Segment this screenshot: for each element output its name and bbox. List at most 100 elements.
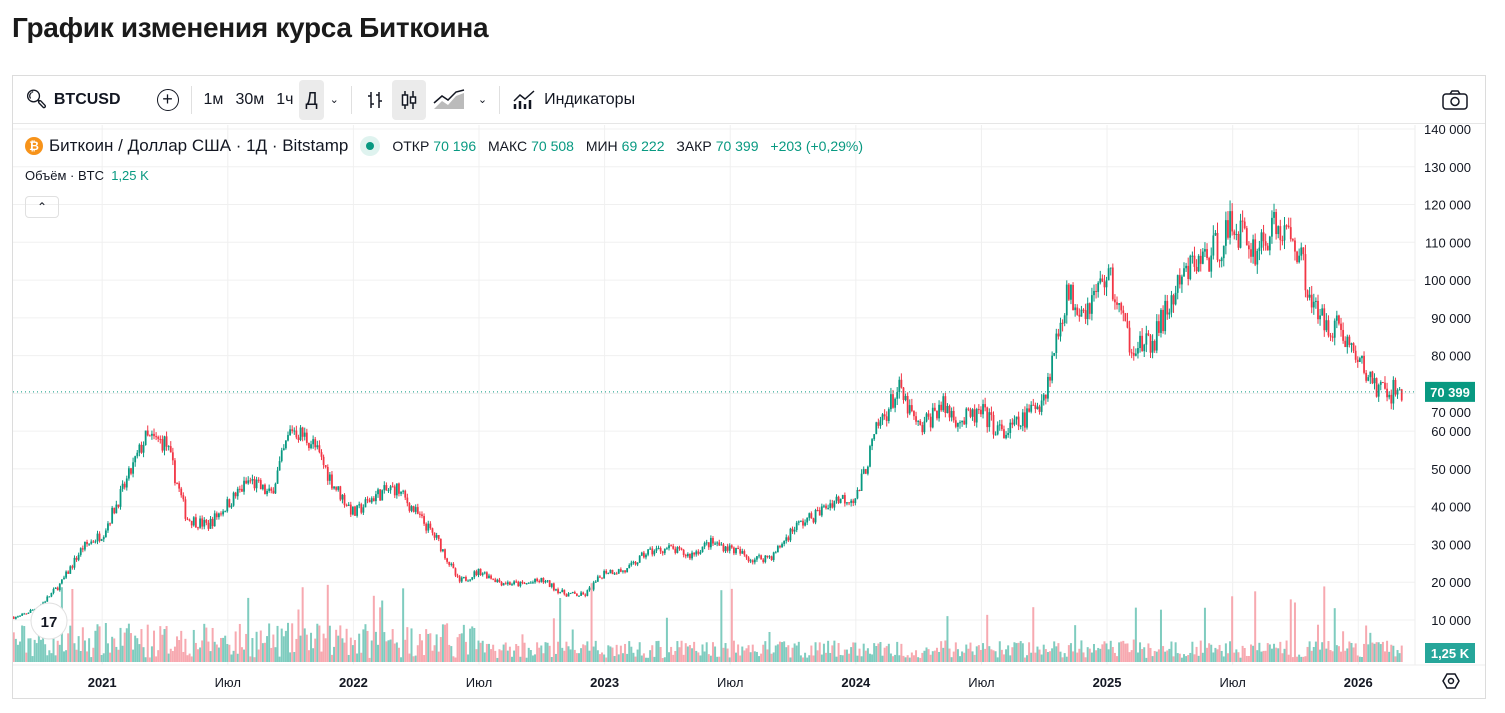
volume-bar <box>686 646 689 662</box>
volume-bar <box>1264 650 1267 662</box>
interval-1d[interactable]: Д <box>299 79 324 120</box>
candle <box>465 576 467 581</box>
candle <box>1078 314 1081 317</box>
candle <box>1350 343 1353 345</box>
volume-bar <box>69 625 72 662</box>
settings-icon[interactable] <box>1442 673 1460 689</box>
candle <box>952 410 955 421</box>
volume-bar <box>1162 646 1165 662</box>
candle <box>1371 371 1374 384</box>
candle <box>697 551 700 554</box>
interval-1h[interactable]: 1ч <box>276 90 294 108</box>
volume-bar <box>1375 642 1378 662</box>
candle <box>477 568 480 576</box>
volume-bar <box>711 642 714 662</box>
candle <box>1105 280 1108 288</box>
volume-bar <box>902 655 905 662</box>
candle <box>1386 388 1388 398</box>
candle <box>454 568 457 576</box>
candle <box>567 593 570 597</box>
candle <box>896 392 899 399</box>
candle <box>1168 312 1171 315</box>
compare-button[interactable]: + <box>151 80 185 120</box>
volume-bar <box>454 657 457 662</box>
volume-bar <box>831 645 834 662</box>
screenshot-button[interactable] <box>1435 80 1475 120</box>
interval-1m[interactable]: 1м <box>203 90 224 108</box>
candle <box>485 572 488 579</box>
volume-bar <box>825 652 828 662</box>
volume-bar <box>1082 652 1085 662</box>
candle <box>163 436 166 451</box>
candle <box>435 535 438 538</box>
area-chart-type-button[interactable] <box>426 80 472 120</box>
candle <box>1044 394 1047 399</box>
volume-bar <box>647 657 650 662</box>
candle <box>144 430 147 445</box>
candle <box>1352 343 1355 351</box>
candle <box>1187 265 1190 279</box>
candle <box>559 592 562 594</box>
volume-bar <box>464 641 467 662</box>
candle <box>253 479 256 489</box>
candle <box>511 584 513 586</box>
volume-bar <box>345 628 348 662</box>
volume-bar <box>873 643 876 662</box>
volume-bar <box>1092 644 1095 662</box>
indicators-button[interactable]: Индикаторы <box>506 80 641 120</box>
candle <box>1084 310 1087 320</box>
volume-bar <box>117 649 120 662</box>
volume-bar <box>186 655 189 662</box>
chart-type-dropdown[interactable]: ⌄ <box>472 80 493 120</box>
volume-bar <box>919 657 922 662</box>
collapse-legend-button[interactable]: ⌃ <box>25 196 59 218</box>
volume-bar <box>1241 645 1244 662</box>
candle <box>232 492 235 506</box>
candle <box>1369 371 1372 378</box>
candle <box>676 547 679 553</box>
volume-bar <box>1300 656 1303 662</box>
price-chart[interactable]: 10 000 20 000 30 000 40 000 50 000 60 000 70 0… <box>13 125 1485 699</box>
volume-bar <box>387 640 390 662</box>
candle <box>404 490 407 498</box>
candle <box>1111 267 1114 300</box>
candle <box>504 583 507 585</box>
candle <box>345 505 348 507</box>
candle <box>442 549 444 552</box>
x-tick-label: Июл <box>717 675 743 690</box>
volume-bar <box>661 657 664 662</box>
bar-chart-type-button[interactable] <box>358 80 392 120</box>
candle <box>381 490 384 501</box>
candle <box>666 548 668 550</box>
candle <box>285 440 287 449</box>
candles-chart-type-button[interactable] <box>391 79 426 120</box>
volume-bar <box>1371 642 1374 662</box>
volume-bar <box>988 646 991 662</box>
candle <box>1126 321 1129 328</box>
candle <box>377 489 379 495</box>
candle <box>573 592 576 594</box>
candle <box>203 519 206 527</box>
volume-bar <box>806 657 809 662</box>
volume-bar <box>1013 642 1016 662</box>
volume-bar <box>797 641 800 662</box>
candle <box>492 578 495 580</box>
interval-30m[interactable]: 30м <box>235 90 265 108</box>
volume-bar <box>322 633 325 662</box>
volume-bar <box>165 626 168 662</box>
volume-bar <box>766 649 769 662</box>
symbol-search[interactable]: 🔍︎ BTCUSD <box>19 80 127 120</box>
candle <box>887 409 890 421</box>
candle <box>728 545 731 551</box>
candle <box>1122 310 1125 314</box>
volume-bar <box>933 650 936 662</box>
volume-bar <box>680 640 683 662</box>
close-label: ЗАКР <box>676 138 712 154</box>
interval-dropdown[interactable]: ⌄ <box>324 80 345 120</box>
volume-bar <box>1249 644 1252 662</box>
volume-bar <box>1095 650 1098 662</box>
candle <box>944 396 947 413</box>
volume-bar <box>211 627 214 662</box>
volume-bar <box>582 644 585 662</box>
candle <box>167 446 170 448</box>
